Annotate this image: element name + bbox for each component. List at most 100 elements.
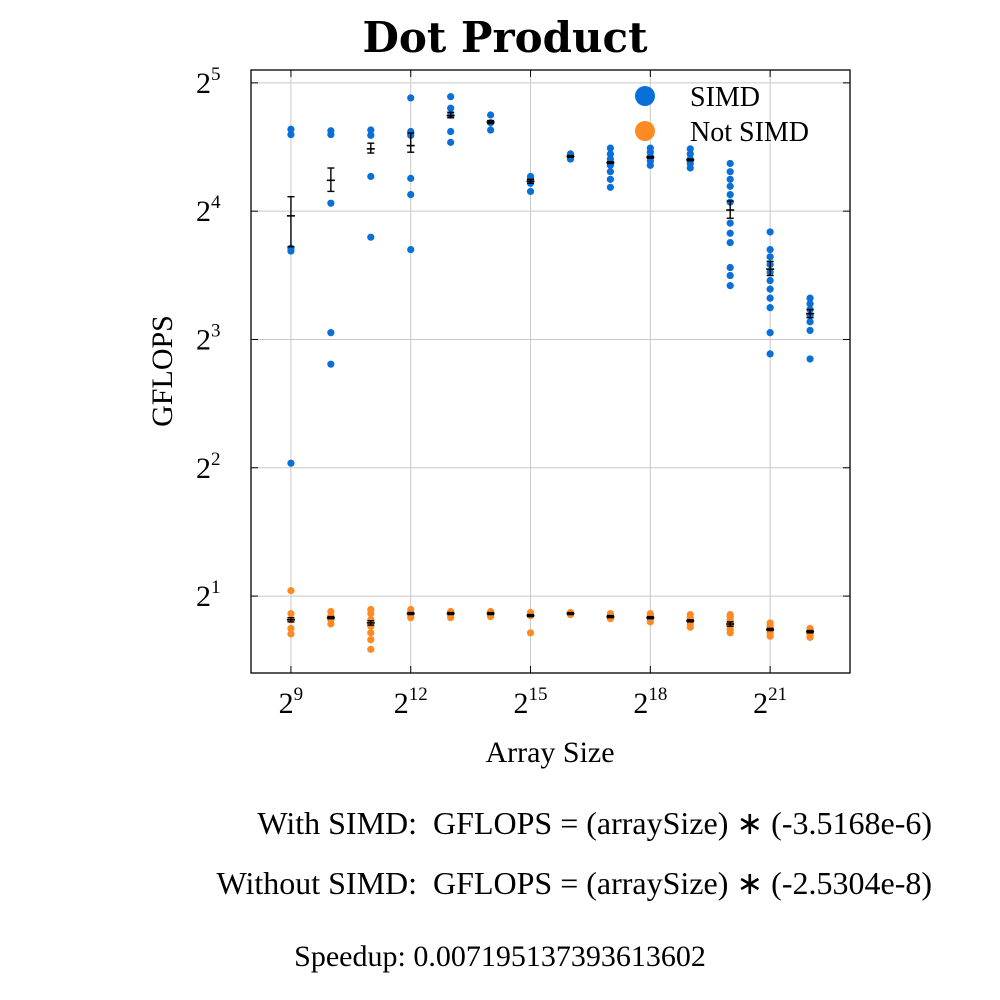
data-point-simd [287, 459, 295, 467]
data-point-simd [726, 182, 734, 190]
data-point-simd [806, 326, 814, 335]
x-tick-label: 221 [753, 684, 787, 720]
grid [251, 70, 850, 673]
legend: SIMD Not SIMD [635, 82, 809, 148]
no-simd-formula: Without SIMD: GFLOPS = (arraySize) ∗ (-2… [216, 865, 932, 901]
data-point-simd [766, 350, 774, 358]
data-point-not-simd [407, 605, 415, 614]
data-point-simd [447, 138, 455, 146]
y-tick-label: 22 [196, 449, 221, 485]
data-point-simd [726, 175, 734, 183]
data-point-simd [487, 126, 495, 134]
data-point-simd [487, 111, 495, 119]
data-point-not-simd [367, 645, 375, 653]
legend-label-simd: SIMD [690, 82, 760, 113]
y-tick-label: 24 [196, 192, 221, 228]
data-point-simd [726, 271, 734, 280]
data-point-simd [447, 127, 455, 136]
data-point-simd [606, 183, 615, 191]
data-point-not-simd [367, 605, 375, 614]
data-point-simd [606, 144, 615, 152]
points-layer [287, 93, 814, 653]
data-point-simd [766, 329, 774, 337]
x-tick-label: 29 [279, 684, 304, 720]
data-point-simd [766, 285, 774, 293]
data-point-simd [766, 253, 774, 261]
x-tick-label: 215 [514, 684, 548, 720]
data-point-not-simd [287, 630, 295, 638]
data-point-simd [726, 159, 734, 168]
data-point-not-simd [367, 622, 375, 630]
data-point-simd [806, 355, 814, 363]
means-layer [286, 111, 815, 634]
simd-formula: With SIMD: GFLOPS = (arraySize) ∗ (-3.51… [257, 805, 932, 841]
data-point-simd [407, 190, 415, 199]
legend-marker-simd [635, 86, 655, 106]
data-point-simd [407, 94, 415, 102]
axis-ticks: 29 212 215 218 221 21 22 23 24 25 [196, 64, 850, 720]
y-tick-label: 21 [196, 577, 221, 613]
data-point-simd [327, 329, 335, 337]
data-point-not-simd [766, 619, 774, 627]
data-point-simd [526, 172, 535, 181]
data-point-not-simd [367, 616, 375, 624]
data-point-simd [287, 125, 295, 133]
data-point-simd [327, 127, 335, 135]
data-point-not-simd [526, 629, 535, 637]
data-point-simd [726, 239, 734, 247]
y-tick-label: 25 [196, 64, 221, 100]
data-point-simd [447, 104, 455, 112]
data-point-simd [407, 174, 415, 182]
data-point-simd [606, 150, 615, 158]
data-point-simd [367, 233, 375, 241]
chart-title: Dot Product [362, 13, 648, 62]
plot-frame [250, 69, 851, 674]
data-point-simd [367, 131, 375, 139]
data-point-simd [766, 276, 774, 285]
legend-marker-not-simd [635, 121, 655, 141]
data-point-simd [726, 190, 734, 199]
data-point-simd [766, 245, 774, 254]
data-point-not-simd [287, 587, 295, 595]
data-point-simd [766, 304, 774, 312]
data-point-simd [726, 168, 734, 176]
data-point-simd [606, 175, 615, 183]
data-point-simd [806, 318, 814, 326]
data-point-not-simd [287, 624, 295, 632]
data-point-simd [726, 219, 734, 227]
data-point-simd [726, 229, 734, 237]
data-point-simd [606, 155, 615, 163]
y-axis-title: GFLOPS [146, 315, 179, 427]
speedup-text: Speedup: 0.007195137393613602 [294, 940, 706, 973]
data-point-not-simd [367, 629, 375, 637]
data-point-simd [447, 93, 455, 101]
data-point-simd [407, 245, 415, 254]
data-point-not-simd [646, 609, 654, 618]
data-point-not-simd [726, 610, 734, 619]
data-point-simd [726, 263, 734, 272]
data-point-simd [806, 294, 814, 302]
data-point-simd [686, 145, 694, 153]
data-point-simd [766, 294, 774, 302]
data-point-simd [606, 168, 615, 176]
data-point-not-simd [686, 610, 694, 619]
data-point-simd [766, 228, 774, 236]
x-tick-label: 212 [394, 684, 428, 720]
data-point-not-simd [287, 609, 295, 618]
data-point-not-simd [327, 607, 335, 616]
data-point-simd [806, 300, 814, 308]
legend-label-not-simd: Not SIMD [690, 117, 809, 148]
data-point-simd [526, 187, 535, 196]
data-point-simd [327, 360, 335, 368]
data-point-simd [686, 150, 694, 158]
data-point-simd [287, 130, 295, 139]
data-point-simd [646, 144, 654, 152]
data-point-simd [367, 172, 375, 181]
y-tick-label: 23 [196, 320, 221, 356]
data-point-simd [327, 199, 335, 207]
data-point-simd [367, 126, 375, 134]
x-tick-label: 218 [633, 684, 667, 720]
x-axis-title: Array Size [485, 736, 614, 769]
data-point-simd [726, 282, 734, 290]
